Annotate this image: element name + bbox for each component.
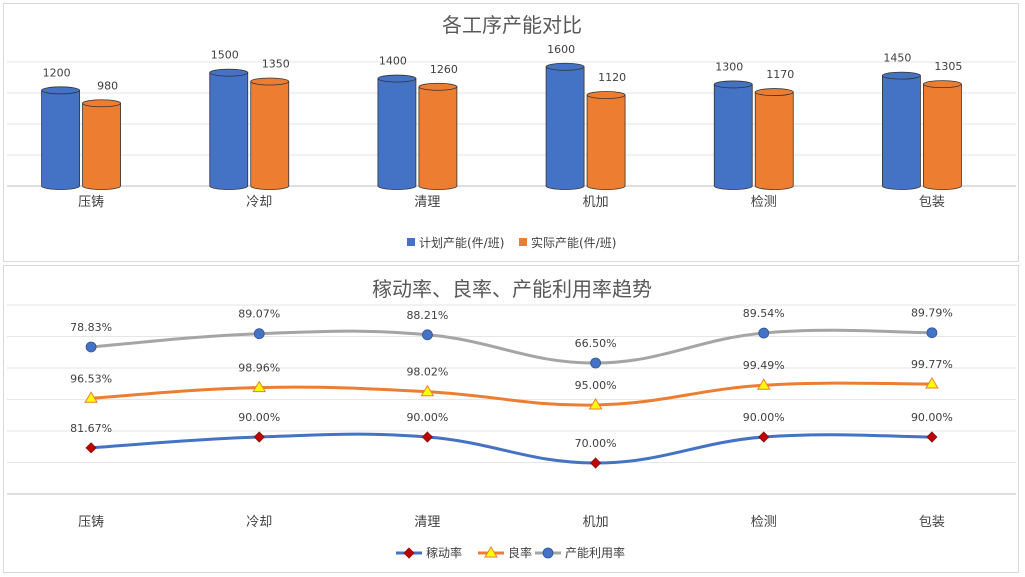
- bar-actual-0: [82, 99, 121, 190]
- line-category-labels: 压铸 冷却 清理 机加 检测 包装: [78, 514, 945, 530]
- line-data-label: 90.00%: [238, 411, 280, 424]
- line-data-label: 81.67%: [70, 422, 112, 435]
- line-series-2: [90, 328, 932, 365]
- bar-plan-4: [713, 80, 753, 190]
- bar-category-labels: 压铸 冷却 清理 机加 检测 包装: [78, 194, 945, 210]
- bar-actual-5: [923, 80, 962, 190]
- line-point-marker: [253, 431, 265, 443]
- line-point-marker: [926, 431, 938, 443]
- line-point-marker: [422, 329, 433, 341]
- bar-chart-title: 各工序产能对比: [442, 13, 582, 37]
- legend-swatch-1: [519, 238, 527, 246]
- line-data-label: 90.00%: [406, 411, 448, 424]
- line-data-label: 95.00%: [575, 379, 617, 392]
- bar-plan-5: [882, 71, 921, 190]
- bar-chart-panel: 各工序产能对比 1200 980 1500 1350 1400 1260 1600 1120 1…: [3, 3, 1019, 262]
- line-data-label: 99.77%: [911, 358, 953, 371]
- line-category-label: 包装: [919, 515, 945, 530]
- line-series-1: [90, 381, 932, 407]
- line-series-0: [90, 432, 932, 465]
- line-data-label: 88.21%: [406, 309, 448, 322]
- bar-plan-1: [209, 68, 249, 190]
- line-data-label: 90.00%: [911, 411, 953, 424]
- line-point-marker: [756, 378, 771, 390]
- line-point-marker: [85, 341, 97, 353]
- bar-plan-0: [41, 86, 80, 190]
- bar-data-label: 1600: [547, 43, 575, 56]
- bar-data-label: 1260: [430, 63, 458, 76]
- line-point-marker: [421, 431, 433, 443]
- line-data-label: 98.02%: [406, 366, 448, 379]
- line-category-label: 清理: [414, 515, 440, 530]
- bar-gridlines: [7, 61, 1016, 187]
- line-data-label: 98.96%: [238, 362, 280, 375]
- bar-plan-3: [545, 62, 585, 190]
- bar-data-label: 980: [97, 79, 118, 92]
- line-point-marker: [253, 328, 265, 340]
- line-point-marker: [588, 398, 603, 410]
- bar-category-label: 冷却: [246, 195, 272, 210]
- line-data-label: 78.83%: [70, 321, 112, 334]
- line-legend-marker: [484, 546, 498, 558]
- line-data-label: 89.07%: [238, 308, 280, 321]
- line-chart-panel: 稼动率、良率、产能利用率趋势 81.67% 90.00% 90.00% 70.00% 9…: [3, 265, 1019, 573]
- bar-category-label: 检测: [751, 195, 777, 210]
- line-category-label: 压铸: [78, 514, 104, 530]
- bar-data-label: 1120: [598, 71, 626, 84]
- bar-actual-2: [418, 82, 458, 190]
- legend-swatch-0: [407, 238, 415, 246]
- bar-data-label: 1350: [262, 57, 290, 70]
- bar-category-label: 包装: [919, 195, 945, 210]
- line-category-label: 机加: [583, 515, 609, 530]
- line-point-marker: [590, 457, 602, 469]
- legend-label: 计划产能(件/班): [419, 236, 504, 250]
- line-data-label: 66.50%: [575, 337, 617, 350]
- line-point-marker: [85, 442, 97, 454]
- bar-marks: 1200 980 1500 1350 1400 1260 1600 1120 1300 1170 1…: [41, 43, 962, 190]
- line-point-marker: [926, 327, 938, 339]
- line-point-marker: [925, 377, 939, 389]
- bar-actual-3: [586, 91, 626, 190]
- line-data-label: 70.00%: [575, 437, 617, 450]
- line-point-marker: [758, 327, 770, 339]
- bar-data-label: 1400: [379, 55, 407, 68]
- bar-plan-2: [377, 74, 417, 190]
- line-data-label: 89.79%: [911, 307, 953, 320]
- line-legend: 稼动率 良率 产能利用率: [396, 545, 625, 560]
- bar-data-label: 1300: [715, 60, 743, 73]
- bar-data-label: 1170: [766, 68, 794, 81]
- line-legend-label: 稼动率: [426, 545, 462, 560]
- bar-data-label: 1305: [934, 60, 962, 73]
- bar-actual-1: [250, 77, 290, 190]
- line-point-marker: [758, 431, 770, 443]
- bar-category-label: 机加: [583, 195, 609, 210]
- line-marks: 81.67% 90.00% 90.00% 70.00% 90.00% 90.00% 96.5…: [70, 307, 953, 469]
- bar-actual-4: [754, 88, 794, 190]
- bar-legend: 计划产能(件/班) 实际产能(件/班): [407, 235, 616, 250]
- legend-label: 实际产能(件/班): [531, 235, 616, 250]
- line-chart-title: 稼动率、良率、产能利用率趋势: [372, 277, 652, 301]
- line-legend-marker: [403, 547, 415, 559]
- line-chart: 稼动率、良率、产能利用率趋势 81.67% 90.00% 90.00% 70.00% 9…: [7, 277, 1016, 560]
- line-category-label: 检测: [751, 515, 777, 530]
- line-category-label: 冷却: [246, 515, 272, 530]
- line-data-label: 90.00%: [743, 411, 785, 424]
- line-legend-label: 产能利用率: [565, 545, 625, 560]
- bar-category-label: 压铸: [78, 194, 104, 210]
- line-point-marker: [590, 357, 601, 369]
- line-point-marker: [252, 380, 267, 393]
- line-legend-marker: [542, 547, 554, 559]
- line-data-label: 96.53%: [70, 372, 112, 385]
- bar-data-label: 1200: [43, 66, 71, 79]
- line-data-label: 89.54%: [743, 307, 785, 320]
- line-legend-label: 良率: [508, 545, 532, 560]
- line-data-label: 99.49%: [743, 359, 785, 372]
- line-point-marker: [420, 384, 435, 397]
- bar-data-label: 1450: [883, 52, 911, 65]
- bar-category-label: 清理: [414, 195, 440, 210]
- bar-data-label: 1500: [211, 49, 239, 62]
- line-point-marker: [84, 391, 98, 403]
